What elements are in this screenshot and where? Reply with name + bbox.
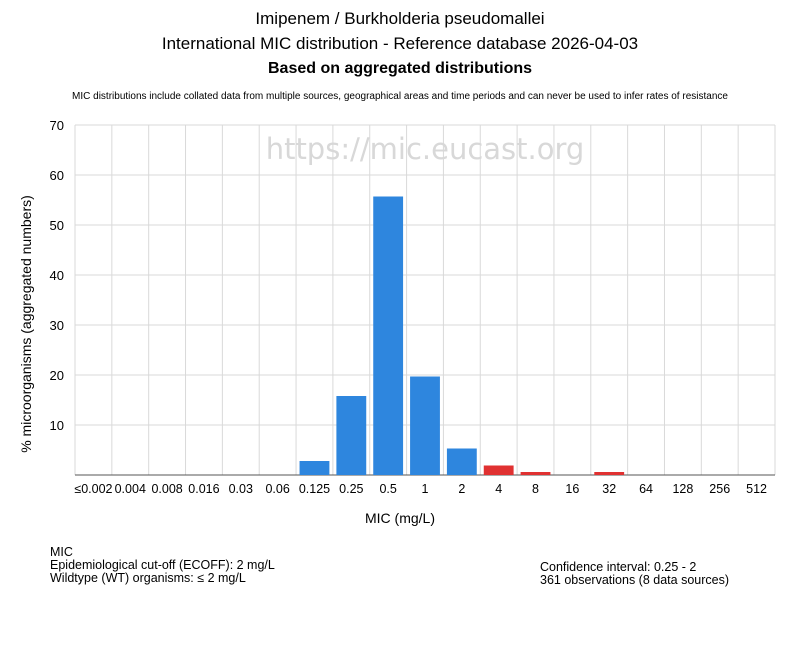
chart-title: Imipenem / Burkholderia pseudomallei: [255, 9, 545, 28]
y-axis-label: % microorganisms (aggregated numbers): [18, 195, 34, 453]
y-tick-label: 30: [50, 318, 64, 333]
x-tick-label: 128: [672, 482, 693, 496]
x-tick-label: ≤0.002: [74, 482, 112, 496]
x-tick-label: 64: [639, 482, 653, 496]
bar-1: [410, 376, 440, 475]
y-tick-label: 70: [50, 118, 64, 133]
bar-2: [446, 448, 477, 475]
x-tick-label: 16: [565, 482, 579, 496]
y-tick-label: 20: [50, 368, 64, 383]
x-axis-label: MIC (mg/L): [365, 510, 435, 526]
bar-4: [483, 465, 514, 475]
chart-subtitle: International MIC distribution - Referen…: [161, 34, 639, 53]
x-tick-label: 2: [458, 482, 465, 496]
bars: [299, 196, 625, 475]
x-tick-label: 4: [495, 482, 502, 496]
x-tick-label: 0.03: [229, 482, 253, 496]
observation-info: Confidence interval: 0.25 - 2 361 observ…: [540, 561, 729, 587]
bar-32: [594, 472, 625, 475]
info-confidence-interval: Confidence interval: 0.25 - 2: [540, 560, 697, 574]
x-tick-label: 0.25: [339, 482, 363, 496]
chart-subtitle-bold: Based on aggregated distributions: [267, 60, 533, 77]
bar-8: [520, 472, 551, 475]
bar-0.125: [299, 461, 330, 475]
x-tick-label: 0.06: [265, 482, 289, 496]
x-tick-label: 0.125: [299, 482, 330, 496]
x-tick-label: 0.5: [379, 482, 396, 496]
x-tick-label: 32: [602, 482, 616, 496]
x-tick-label: 1: [422, 482, 429, 496]
y-tick-labels: 10 20 30 40 50 60 70: [50, 118, 64, 433]
y-tick-label: 40: [50, 268, 64, 283]
grid-lines: [74, 124, 776, 476]
x-tick-label: 256: [709, 482, 730, 496]
info-mic-label: MIC: [50, 545, 73, 559]
info-ecoff: Epidemiological cut-off (ECOFF): 2 mg/L: [50, 558, 275, 572]
y-tick-label: 10: [50, 418, 64, 433]
y-tick-label: 60: [50, 168, 64, 183]
x-tick-label: 512: [746, 482, 767, 496]
x-tick-label: 0.008: [151, 482, 182, 496]
x-tick-label: 8: [532, 482, 539, 496]
bar-0.5: [373, 196, 404, 475]
x-tick-labels: ≤0.002 0.004 0.008 0.016 0.03 0.06 0.125 0.25 0.…: [74, 482, 767, 496]
ecoff-info: MIC Epidemiological cut-off (ECOFF): 2 m…: [50, 546, 275, 585]
bar-0.25: [336, 396, 367, 475]
chart-disclaimer: MIC distributions include collated data …: [72, 91, 728, 102]
watermark: https://mic.eucast.org: [266, 132, 585, 166]
x-tick-label: 0.016: [188, 482, 219, 496]
y-tick-label: 50: [50, 218, 64, 233]
info-observations: 361 observations (8 data sources): [540, 573, 729, 587]
info-wildtype: Wildtype (WT) organisms: ≤ 2 mg/L: [50, 571, 246, 585]
x-tick-label: 0.004: [115, 482, 146, 496]
